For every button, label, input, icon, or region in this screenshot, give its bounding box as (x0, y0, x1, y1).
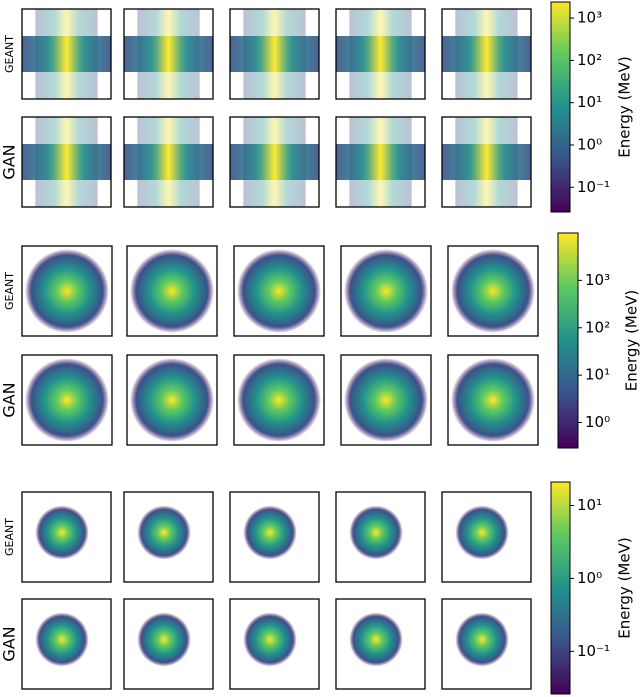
panel-image (349, 612, 403, 667)
panel-frame (335, 116, 426, 208)
colorbar-tick-label: 10² (585, 318, 610, 336)
panel-image (349, 505, 403, 560)
panel-frame (441, 116, 532, 208)
panel-frame (441, 8, 532, 100)
panel-frame (229, 8, 320, 100)
panel-frame (21, 491, 112, 583)
colorbar-tick-label: 10⁰ (577, 569, 602, 587)
panel-frame (229, 491, 320, 583)
row-label: GEANT (3, 35, 16, 73)
colorbar-tick-label: 10⁻¹ (577, 642, 610, 660)
panel-image (137, 9, 200, 99)
colorbar-tick-label: 10⁰ (577, 135, 602, 153)
colorbar-tick-label: 10¹ (577, 93, 602, 111)
panel-frame (21, 116, 112, 208)
panel-frame (340, 354, 432, 446)
panel-frame (123, 598, 214, 690)
panel-frame (447, 245, 539, 337)
panel-frame (21, 8, 112, 100)
panel-image (344, 249, 428, 333)
colorbar-label: Energy (MeV) (616, 537, 634, 638)
panel-frame (21, 245, 113, 337)
panel-image (243, 505, 297, 560)
panel-frame (229, 598, 320, 690)
colorbar-tick-label: 10² (577, 51, 602, 69)
panel-image (455, 505, 509, 560)
colorbar-tick-label: 10³ (585, 271, 610, 289)
panel-image (35, 117, 98, 207)
panel-frame (441, 598, 532, 690)
panel-image (344, 358, 428, 442)
panel-image (451, 358, 535, 442)
panel-image (451, 249, 535, 333)
panel-frame (335, 8, 426, 100)
panel-image (25, 249, 109, 333)
panel-frame (123, 116, 214, 208)
panel-frame (447, 354, 539, 446)
panel-frame (21, 354, 113, 446)
panel-image (35, 9, 98, 99)
panel-image (137, 612, 191, 667)
panel-image (137, 117, 200, 207)
panel-image (349, 9, 412, 99)
panel-image (25, 358, 109, 442)
colorbar (557, 232, 579, 449)
panel-image (137, 505, 191, 560)
row-label: GEANT (3, 518, 16, 556)
row-label: GAN (0, 144, 19, 179)
panel-frame (233, 354, 325, 446)
panel-image (35, 505, 89, 560)
colorbar-tick-label: 10⁻¹ (577, 178, 610, 196)
panel-frame (335, 491, 426, 583)
panel-frame (123, 8, 214, 100)
panel-frame (340, 245, 432, 337)
panel-image (349, 117, 412, 207)
panel-frame (126, 245, 218, 337)
panel-image (130, 358, 214, 442)
colorbar-tick-label: 10³ (577, 9, 602, 27)
panel-frame (229, 116, 320, 208)
panel-frame (126, 354, 218, 446)
panel-frame (233, 245, 325, 337)
colorbar-tick-label: 10¹ (585, 366, 610, 384)
panel-image (455, 612, 509, 667)
panel-frame (441, 491, 532, 583)
row-label: GEANT (3, 272, 16, 310)
panel-image (237, 358, 321, 442)
panel-image (455, 9, 518, 99)
panel-frame (123, 491, 214, 583)
panel-frame (21, 598, 112, 690)
colorbar (550, 481, 571, 695)
panel-image (243, 9, 306, 99)
row-label: GAN (0, 626, 19, 661)
panel-image (237, 249, 321, 333)
colorbar (550, 1, 571, 213)
panel-frame (335, 598, 426, 690)
panel-image (35, 612, 89, 667)
panel-image (243, 612, 297, 667)
panel-image (130, 249, 214, 333)
panel-image (243, 117, 306, 207)
panel-image (455, 117, 518, 207)
colorbar-tick-label: 10⁰ (585, 413, 610, 431)
colorbar-label: Energy (MeV) (616, 56, 634, 157)
colorbar-tick-label: 10¹ (577, 496, 602, 514)
row-label: GAN (0, 382, 19, 417)
colorbar-label: Energy (MeV) (623, 290, 640, 391)
